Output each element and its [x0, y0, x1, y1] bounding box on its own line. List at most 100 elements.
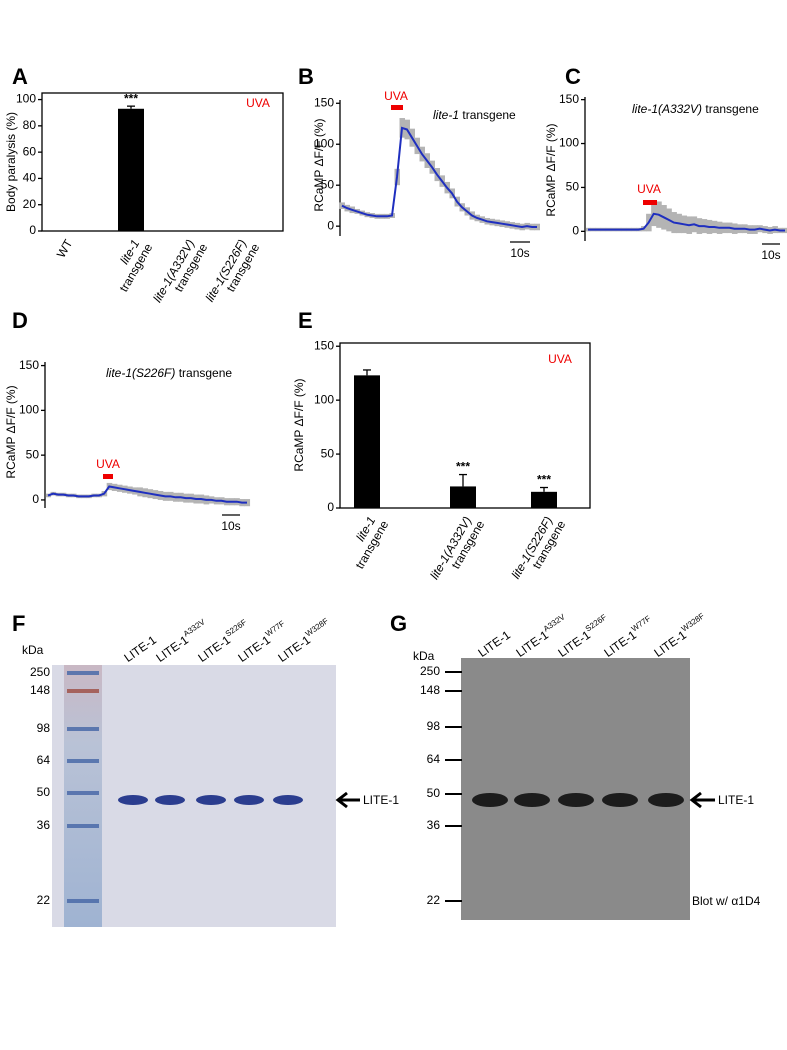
stimulus-bar [391, 105, 403, 110]
scale-bar-label: 10s [761, 248, 780, 262]
band-label: LITE-1 [718, 793, 754, 807]
bar [118, 108, 144, 231]
band-arrow [335, 791, 360, 809]
y-tick-label: 50 [566, 180, 580, 194]
trace-label: lite-1 transgene [433, 108, 516, 122]
panel-letter: E [298, 308, 313, 333]
panel-letter: F [12, 611, 25, 636]
y-axis-title: RCaMP ΔF/F (%) [4, 385, 18, 478]
lane-superscript: A332V [542, 612, 567, 634]
y-tick-label: 150 [314, 338, 334, 352]
panel-letter: B [298, 64, 314, 89]
y-axis-title: Body paralysis (%) [4, 112, 18, 212]
stimulus-label: UVA [96, 457, 120, 471]
trace-label-suffix: transgene [462, 108, 516, 122]
panel-letter: G [390, 611, 407, 636]
ladder-band [67, 791, 99, 795]
marker-label: 64 [427, 752, 441, 766]
blot-image [461, 658, 690, 920]
lane-label: LITE-1W328F [650, 611, 710, 660]
y-tick-label: 50 [26, 447, 40, 461]
lane-superscript: W328F [304, 616, 330, 638]
trace [341, 126, 537, 229]
marker-label: 250 [30, 665, 50, 679]
marker-label: 22 [427, 893, 441, 907]
y-tick-label: 100 [314, 392, 334, 406]
stimulus-label: UVA [384, 89, 408, 103]
trace-label-suffix: transgene [705, 102, 759, 116]
bar [354, 375, 380, 508]
scale-bar-label: 10s [221, 519, 240, 533]
y-axis-title: RCaMP ΔF/F (%) [292, 378, 306, 471]
stimulus-bar [103, 474, 113, 479]
band-label: LITE-1 [363, 793, 399, 807]
trace-label: lite-1(A332V) transgene [632, 102, 759, 116]
ladder-band [67, 824, 99, 828]
marker-label: 98 [427, 719, 441, 733]
bar [531, 491, 557, 508]
y-tick-label: 40 [23, 171, 37, 185]
trace-label-gene: lite-1 [433, 108, 459, 122]
protein-band [472, 793, 508, 807]
y-tick-label: 150 [19, 358, 39, 372]
lane-superscript: A332V [182, 617, 207, 639]
lane-name: LITE-1 [476, 628, 514, 660]
axes-frame [41, 92, 284, 232]
y-tick-label: 50 [321, 446, 335, 460]
y-tick-label: 20 [23, 197, 37, 211]
lane-label: LITE-1 [122, 633, 160, 665]
marker-label: 98 [37, 721, 51, 735]
unit-label: kDa [22, 643, 44, 657]
marker-label: 36 [427, 818, 441, 832]
panel-letter: C [565, 64, 581, 89]
trace-label-gene: lite-1(S226F) [106, 366, 175, 380]
protein-band [234, 795, 264, 805]
marker-label: 36 [37, 818, 51, 832]
trace-label-gene: lite-1(A332V) [632, 102, 702, 116]
panel-letter: A [12, 64, 28, 89]
band-arrow [689, 791, 715, 809]
protein-band [273, 795, 303, 805]
y-tick-label: 50 [321, 177, 335, 191]
y-tick-label: 0 [327, 218, 334, 232]
protein-band [558, 793, 594, 807]
protein-band [118, 795, 148, 805]
lane-label: LITE-1 [476, 628, 514, 660]
sem-band [534, 223, 540, 231]
stimulus-bar [643, 200, 657, 205]
bar [450, 486, 476, 508]
blot-note: Blot w/ α1D4 [692, 894, 761, 908]
y-tick-label: 150 [559, 92, 579, 106]
stimulus-label: UVA [637, 182, 661, 196]
protein-band [602, 793, 638, 807]
y-tick-label: 0 [29, 223, 36, 237]
trace [47, 485, 247, 504]
marker-label: 148 [420, 683, 440, 697]
marker-label: 250 [420, 664, 440, 678]
lane-superscript: W77F [630, 614, 653, 634]
significance: *** [124, 91, 138, 105]
lane-label: LITE-1W77F [600, 614, 656, 660]
y-tick-label: 0 [572, 224, 579, 238]
marker-label: 50 [37, 785, 51, 799]
protein-band [196, 795, 226, 805]
scale-bar-label: 10s [510, 246, 529, 260]
y-tick-label: 0 [32, 492, 39, 506]
y-tick-label: 150 [314, 95, 334, 109]
x-tick-label: WT [54, 237, 76, 261]
panel-letter: D [12, 308, 28, 333]
marker-label: 64 [37, 753, 51, 767]
y-tick-label: 80 [23, 118, 37, 132]
protein-band [514, 793, 550, 807]
stimulus-label: UVA [548, 352, 572, 366]
sem-band [244, 499, 251, 507]
lane-superscript: W77F [264, 619, 287, 639]
stimulus-label: UVA [246, 96, 270, 110]
ladder-lane [64, 665, 102, 927]
ladder-band [67, 727, 99, 731]
y-tick-label: 100 [19, 403, 39, 417]
y-tick-label: 100 [559, 136, 579, 150]
y-tick-label: 0 [327, 500, 334, 514]
ladder-band [67, 899, 99, 903]
